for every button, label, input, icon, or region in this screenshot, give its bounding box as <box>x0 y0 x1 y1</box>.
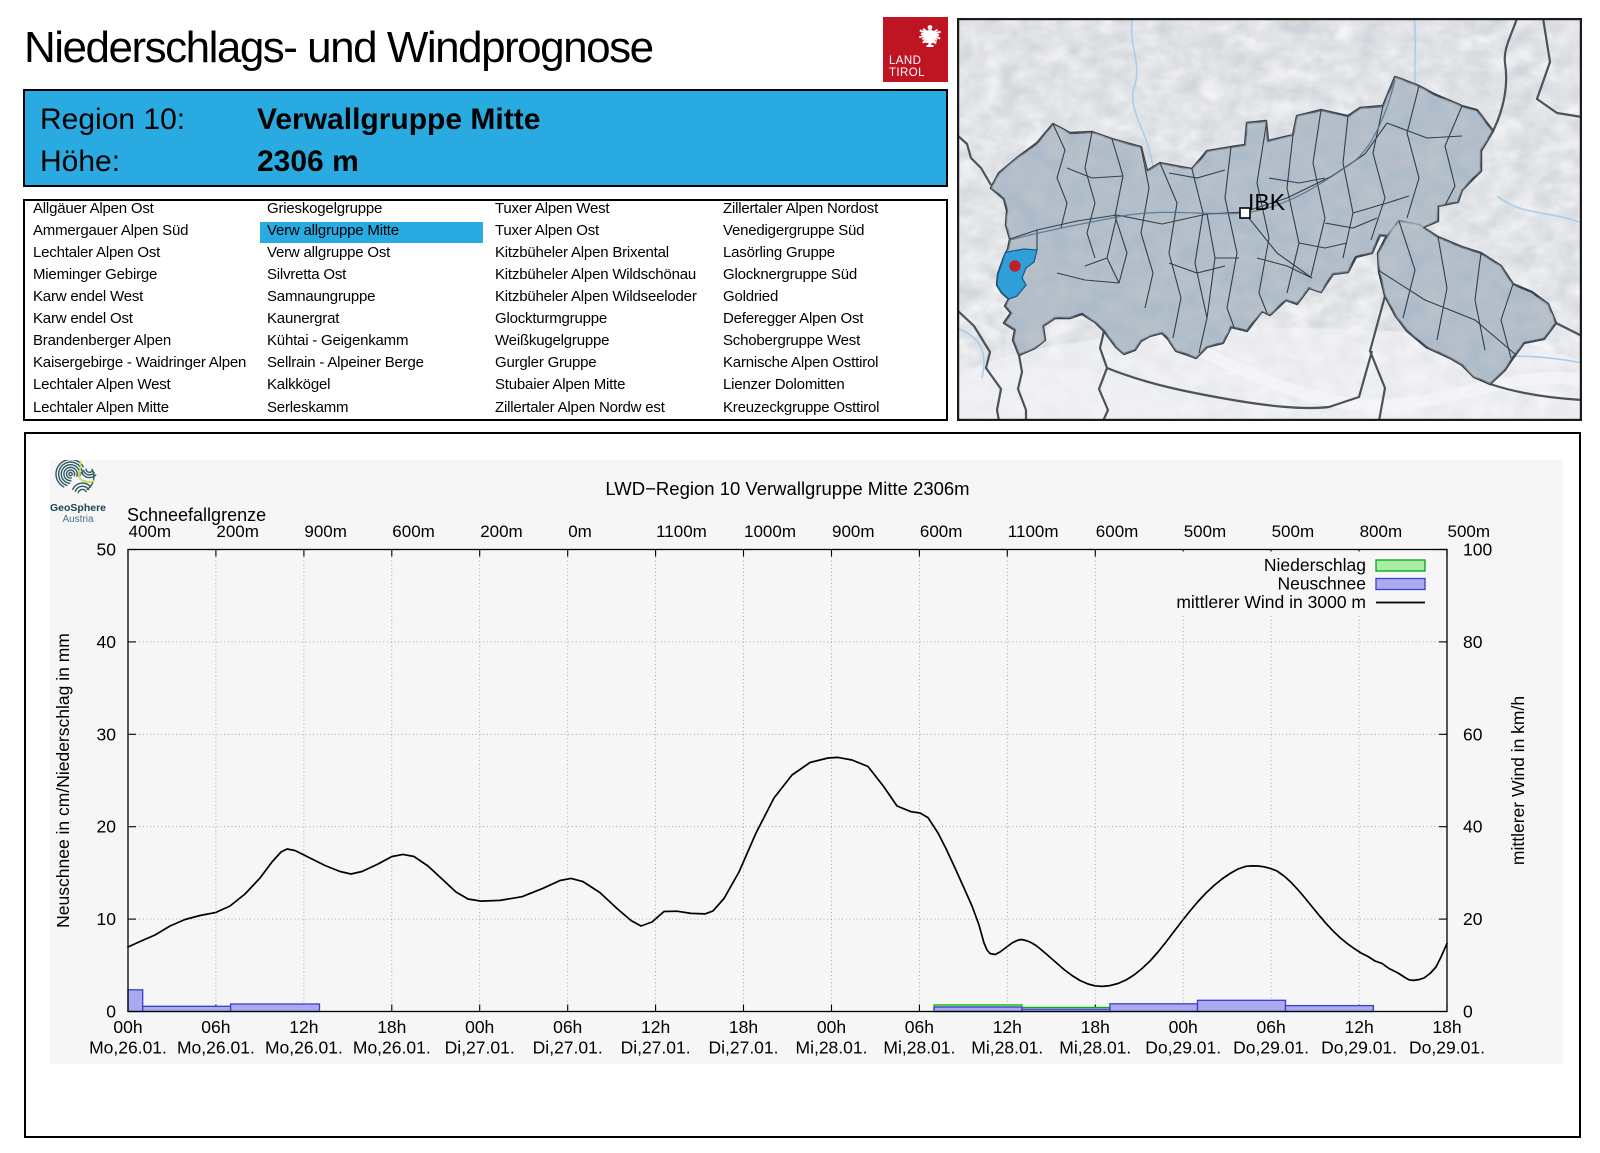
svg-text:06h: 06h <box>201 1017 230 1037</box>
svg-text:60: 60 <box>1463 724 1483 744</box>
svg-text:Di,27.01.: Di,27.01. <box>445 1038 515 1058</box>
svg-text:Mi,28.01.: Mi,28.01. <box>883 1038 955 1058</box>
svg-text:00h: 00h <box>113 1017 142 1037</box>
svg-text:18h: 18h <box>1432 1017 1461 1037</box>
svg-text:12h: 12h <box>993 1017 1022 1037</box>
svg-text:10: 10 <box>97 909 117 929</box>
svg-text:1100m: 1100m <box>1008 522 1059 541</box>
svg-text:12h: 12h <box>1344 1017 1373 1037</box>
svg-text:500m: 500m <box>1272 522 1315 541</box>
svg-text:Austria: Austria <box>62 514 94 525</box>
svg-text:Schneefallgrenze: Schneefallgrenze <box>127 505 266 525</box>
svg-text:50: 50 <box>97 540 117 560</box>
svg-text:Mi,28.01.: Mi,28.01. <box>1059 1038 1131 1058</box>
svg-text:Neuschnee: Neuschnee <box>1277 574 1366 594</box>
svg-text:IBK: IBK <box>1248 189 1286 215</box>
svg-text:600m: 600m <box>920 522 963 541</box>
svg-text:Do,29.01.: Do,29.01. <box>1145 1038 1221 1058</box>
svg-text:Do,29.01.: Do,29.01. <box>1233 1038 1309 1058</box>
svg-text:900m: 900m <box>832 522 875 541</box>
svg-text:800m: 800m <box>1360 522 1403 541</box>
svg-text:500m: 500m <box>1448 522 1491 541</box>
svg-text:00h: 00h <box>465 1017 494 1037</box>
svg-text:100: 100 <box>1463 540 1492 560</box>
svg-text:1100m: 1100m <box>656 522 707 541</box>
svg-text:18h: 18h <box>729 1017 758 1037</box>
svg-text:mittlerer Wind in 3000 m: mittlerer Wind in 3000 m <box>1176 592 1366 612</box>
svg-text:LWD−Region 10 Verwallgruppe Mi: LWD−Region 10 Verwallgruppe Mitte 2306m <box>605 478 969 499</box>
svg-text:0m: 0m <box>568 522 592 541</box>
svg-text:Di,27.01.: Di,27.01. <box>533 1038 603 1058</box>
svg-text:Mo,26.01.: Mo,26.01. <box>353 1038 431 1058</box>
svg-text:0: 0 <box>1463 1002 1473 1022</box>
svg-text:600m: 600m <box>392 522 435 541</box>
svg-text:Do,29.01.: Do,29.01. <box>1321 1038 1397 1058</box>
svg-text:400m: 400m <box>129 522 172 541</box>
svg-text:00h: 00h <box>1169 1017 1198 1037</box>
svg-text:18h: 18h <box>1081 1017 1110 1037</box>
svg-text:LAND: LAND <box>889 55 921 67</box>
svg-text:Do,29.01.: Do,29.01. <box>1409 1038 1485 1058</box>
svg-text:06h: 06h <box>905 1017 934 1037</box>
svg-text:Mo,26.01.: Mo,26.01. <box>89 1038 167 1058</box>
svg-text:80: 80 <box>1463 632 1483 652</box>
svg-text:40: 40 <box>97 632 117 652</box>
svg-text:500m: 500m <box>1184 522 1227 541</box>
svg-text:20: 20 <box>1463 909 1483 929</box>
svg-text:mittlerer Wind in km/h: mittlerer Wind in km/h <box>1508 696 1528 865</box>
svg-text:Di,27.01.: Di,27.01. <box>708 1038 778 1058</box>
svg-text:06h: 06h <box>1256 1017 1285 1037</box>
svg-text:200m: 200m <box>216 522 259 541</box>
svg-text:Niederschlag: Niederschlag <box>1264 555 1366 575</box>
svg-text:20: 20 <box>97 817 117 837</box>
svg-text:18h: 18h <box>377 1017 406 1037</box>
svg-text:200m: 200m <box>480 522 523 541</box>
svg-text:Di,27.01.: Di,27.01. <box>621 1038 691 1058</box>
svg-text:Mi,28.01.: Mi,28.01. <box>971 1038 1043 1058</box>
svg-text:12h: 12h <box>641 1017 670 1037</box>
svg-text:0: 0 <box>106 1002 116 1022</box>
svg-text:Mo,26.01.: Mo,26.01. <box>265 1038 343 1058</box>
svg-text:Mi,28.01.: Mi,28.01. <box>796 1038 868 1058</box>
svg-text:Mo,26.01.: Mo,26.01. <box>177 1038 255 1058</box>
svg-text:40: 40 <box>1463 817 1483 837</box>
svg-text:Neuschnee in cm/Niederschlag i: Neuschnee in cm/Niederschlag in mm <box>53 633 73 928</box>
svg-text:00h: 00h <box>817 1017 846 1037</box>
svg-text:TIROL: TIROL <box>889 67 925 79</box>
svg-text:900m: 900m <box>304 522 347 541</box>
svg-text:1000m: 1000m <box>744 522 796 541</box>
svg-text:06h: 06h <box>553 1017 582 1037</box>
svg-text:30: 30 <box>97 724 117 744</box>
svg-text:GeoSphere: GeoSphere <box>50 502 106 514</box>
svg-text:600m: 600m <box>1096 522 1139 541</box>
svg-text:12h: 12h <box>289 1017 318 1037</box>
